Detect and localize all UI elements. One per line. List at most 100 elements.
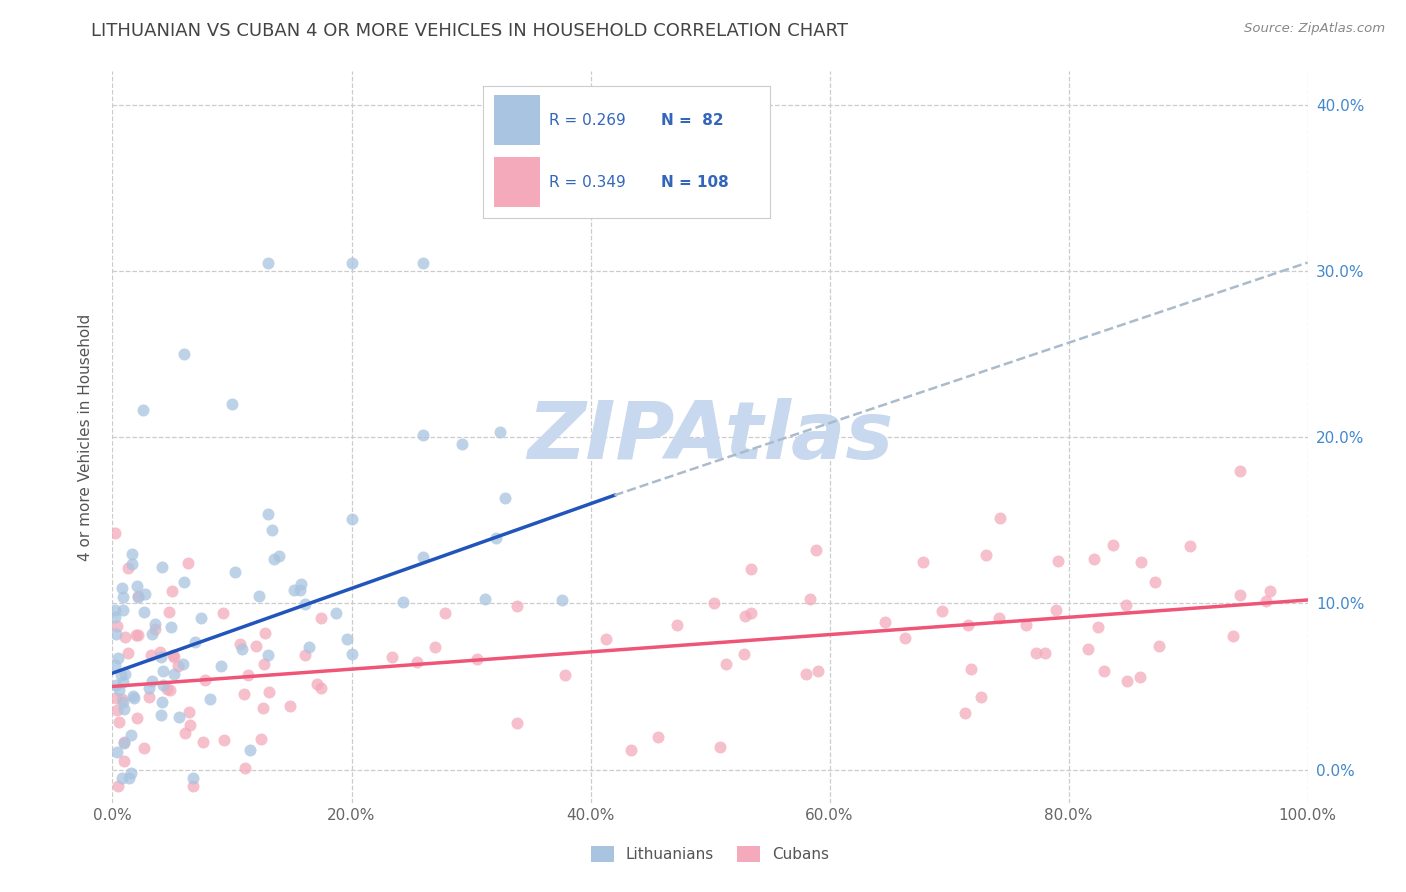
Point [465, 652, 488, 666]
Point [121, 689, 143, 703]
Point [114, 667, 136, 681]
Point [105, 691, 128, 706]
Point [250, 732, 273, 747]
Point [107, 779, 129, 793]
Point [181, 771, 204, 785]
Point [1025, 646, 1047, 660]
Point [112, 735, 135, 749]
Point [960, 662, 983, 676]
Point [253, 626, 276, 640]
Point [125, 628, 148, 642]
Point [325, 607, 347, 621]
Point [173, 575, 195, 590]
Point [709, 739, 731, 754]
Point [141, 648, 163, 663]
Point [167, 710, 190, 724]
Point [970, 690, 993, 704]
Point [105, 627, 128, 641]
Point [141, 626, 163, 640]
Point [121, 547, 143, 561]
Point [804, 542, 827, 557]
Point [269, 549, 291, 564]
Point [391, 595, 413, 609]
Point [173, 347, 195, 361]
Point [152, 664, 174, 678]
Point [110, 771, 132, 785]
Point [340, 255, 363, 269]
Point [107, 714, 129, 729]
Point [494, 491, 516, 506]
Point [1129, 670, 1152, 684]
Point [156, 681, 179, 696]
Point [177, 556, 200, 570]
Point [311, 611, 333, 625]
Point [433, 606, 456, 620]
Point [117, 561, 139, 575]
Point [193, 735, 215, 749]
Point [953, 706, 976, 721]
Point [120, 728, 142, 742]
Point [121, 557, 143, 571]
Point [162, 648, 184, 663]
Point [111, 694, 134, 708]
Point [174, 726, 197, 740]
Point [221, 397, 243, 411]
Point [183, 779, 205, 793]
Point [239, 743, 262, 757]
Point [110, 668, 132, 682]
Point [1077, 642, 1099, 657]
Point [245, 640, 267, 654]
Point [1130, 555, 1153, 569]
Point [733, 647, 755, 661]
Point [194, 673, 217, 687]
Point [309, 681, 332, 696]
Point [112, 754, 135, 768]
Point [551, 593, 574, 607]
Point [112, 590, 135, 604]
Point [740, 606, 762, 620]
Point [114, 631, 136, 645]
Point [253, 657, 276, 671]
Point [450, 437, 472, 451]
Point [229, 638, 252, 652]
Point [283, 582, 305, 597]
Point [1092, 664, 1115, 678]
Point [988, 511, 1011, 525]
Point [212, 733, 235, 747]
Point [423, 640, 446, 654]
Point [1102, 538, 1125, 552]
Point [794, 667, 817, 681]
Point [152, 678, 174, 692]
Point [340, 512, 363, 526]
Point [112, 736, 135, 750]
Point [120, 765, 142, 780]
Point [506, 715, 529, 730]
Point [105, 703, 128, 717]
Point [1147, 640, 1170, 654]
Point [236, 668, 259, 682]
Point [132, 403, 155, 417]
Point [127, 711, 149, 725]
Point [485, 531, 508, 545]
Point [149, 708, 172, 723]
Point [224, 566, 246, 580]
Point [177, 705, 200, 719]
Point [122, 691, 145, 706]
Point [163, 667, 186, 681]
Point [117, 646, 139, 660]
Point [1229, 464, 1251, 478]
Point [184, 635, 207, 649]
Point [894, 632, 917, 646]
Point [987, 611, 1010, 625]
Point [190, 611, 212, 625]
Point [104, 657, 127, 672]
Point [406, 656, 429, 670]
Point [1180, 539, 1202, 553]
Point [1260, 583, 1282, 598]
Point [257, 507, 280, 521]
Point [134, 587, 156, 601]
Point [232, 687, 254, 701]
Point [112, 603, 135, 617]
Point [134, 741, 156, 756]
Point [163, 650, 186, 665]
